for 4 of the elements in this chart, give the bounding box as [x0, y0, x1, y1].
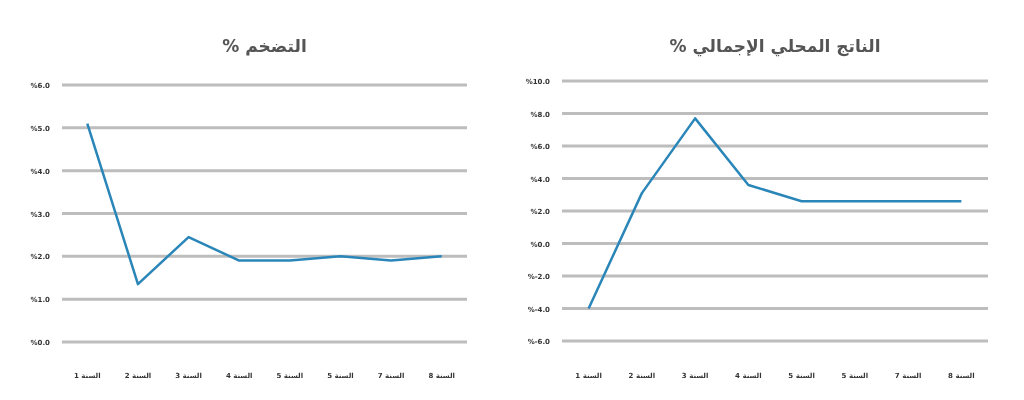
chart-title: التضخم % — [222, 36, 307, 56]
line-series — [86, 122, 443, 286]
chart-title: الناتج المحلي الإجمالي % — [669, 36, 881, 57]
line-series — [587, 117, 963, 310]
